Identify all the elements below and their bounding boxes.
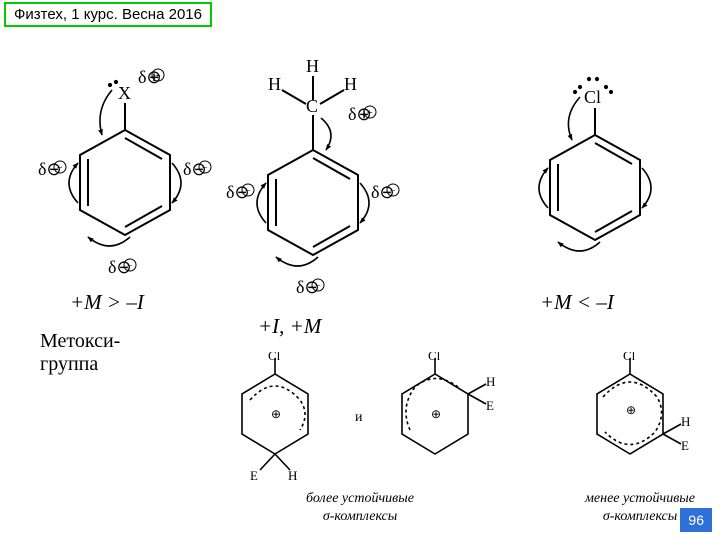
sigma-para-cl: Cl <box>268 352 281 363</box>
atom-h1: H <box>306 56 319 76</box>
structure-x-benzene: X δ⊕ + δ⊖ − δ⊖ − δ⊖ − <box>30 55 220 310</box>
sigma-para-e: E <box>250 468 258 482</box>
sigma-ortho-plus: ⊕ <box>431 407 441 421</box>
atom-c: C <box>306 96 318 116</box>
effect-middle: +I, +M <box>258 314 321 339</box>
svg-text:−: − <box>202 163 208 174</box>
sigma-ortho-h: H <box>486 374 495 389</box>
structure-ch3-benzene: C H H H δ⊕ + δ⊖ − δ⊖ − δ⊖ − <box>218 40 408 330</box>
sigma-meta-h: H <box>681 414 690 429</box>
sigma-ortho-e: E <box>486 398 494 413</box>
effect-left: +M > –I <box>70 290 144 315</box>
sigma-ortho-cl: Cl <box>428 352 441 363</box>
page-number-badge: 96 <box>680 508 712 532</box>
sigma-and-word: и <box>355 410 363 426</box>
methoxy-label: Метокси- группа <box>40 330 120 376</box>
svg-text:+: + <box>155 71 161 82</box>
svg-text:−: − <box>245 186 251 197</box>
svg-text:−: − <box>127 261 133 272</box>
sigma-para: Cl E H ⊕ <box>220 352 330 482</box>
sigma-meta-cl: Cl <box>623 352 636 363</box>
sigma-para-plus: ⊕ <box>271 407 281 421</box>
sigma-meta-plus: ⊕ <box>626 403 636 417</box>
effect-right: +M < –I <box>540 290 614 315</box>
svg-text:−: − <box>57 163 63 174</box>
svg-text:+: + <box>367 108 373 119</box>
course-header: Физтех, 1 курс. Весна 2016 <box>4 2 212 27</box>
structure-cl-benzene: Cl <box>500 55 690 315</box>
atom-x: X <box>118 83 131 103</box>
svg-text:−: − <box>390 186 396 197</box>
sigma-meta-e: E <box>681 438 689 453</box>
sigma-stable-caption: более устойчивые σ-комплексы <box>260 490 460 525</box>
svg-text:−: − <box>315 281 321 292</box>
sigma-meta: Cl H E ⊕ <box>575 352 705 482</box>
sigma-para-h: H <box>288 468 297 482</box>
atom-h2: H <box>268 74 281 94</box>
sigma-ortho: Cl H E ⊕ <box>380 352 500 482</box>
atom-h3: H <box>344 74 357 94</box>
atom-cl: Cl <box>584 87 601 107</box>
